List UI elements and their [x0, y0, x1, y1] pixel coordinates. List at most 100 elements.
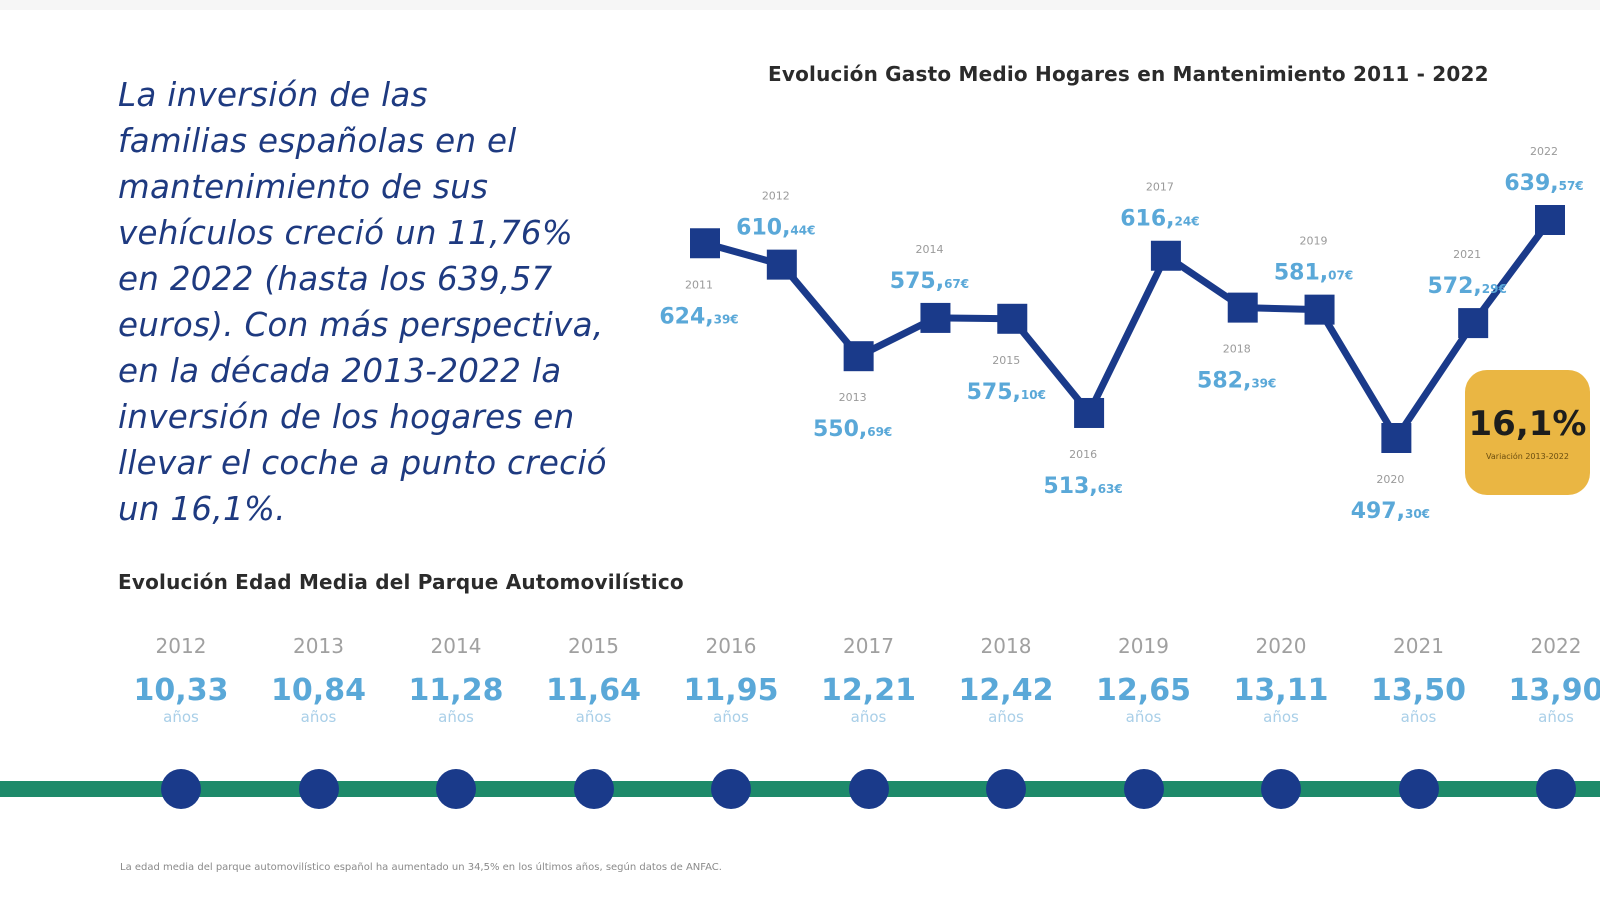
timeline-dot: [1261, 769, 1301, 809]
age-value-label: 11,64: [546, 673, 641, 708]
gasto-point-marker: [843, 341, 874, 372]
gasto-year-label: 2017: [1146, 181, 1174, 194]
age-year-label: 2022: [1530, 634, 1582, 658]
timeline-dot: [1398, 769, 1439, 809]
age-year-label: 2014: [430, 634, 482, 658]
gasto-year-label: 2013: [839, 391, 867, 404]
age-item: 2014 11,28 años: [391, 630, 521, 726]
variation-badge-caption: Variación 2013-2022: [1486, 452, 1569, 461]
age-unit-label: años: [163, 708, 199, 726]
gasto-year-label: 2019: [1300, 235, 1328, 248]
gasto-point-marker: [1304, 294, 1335, 325]
age-value-label: 10,33: [133, 673, 229, 708]
age-year-label: 2016: [705, 634, 757, 658]
timeline-bar: [0, 781, 1600, 797]
gasto-point-marker: [1074, 397, 1105, 428]
age-item: 2015 11,64 años: [529, 630, 659, 726]
gasto-year-label: 2015: [992, 354, 1020, 367]
age-item: 2022 13,90 años: [1491, 630, 1600, 726]
age-value-label: 13,50: [1371, 673, 1466, 708]
age-unit-label: años: [850, 708, 887, 726]
headline-line: familias españolas en el: [118, 122, 517, 160]
variation-badge: 16,1% Variación 2013-2022: [1465, 370, 1590, 495]
age-unit-label: años: [713, 708, 749, 726]
timeline-dot: [573, 769, 614, 809]
headline-line: llevar el coche a punto creció: [118, 444, 607, 482]
age-item: 2020 13,11 años: [1216, 630, 1346, 726]
gasto-series-line: [704, 217, 1553, 442]
gasto-year-label: 2022: [1530, 145, 1558, 158]
footnote: La edad media del parque automovilístico…: [120, 862, 722, 873]
gasto-point-marker: [1535, 205, 1565, 235]
age-unit-label: años: [438, 708, 474, 726]
gasto-value-label: 616,24€: [1120, 207, 1199, 232]
headline-line: en 2022 (hasta los 639,57: [118, 260, 553, 298]
timeline-dot: [711, 769, 751, 809]
gasto-point-marker: [766, 249, 797, 280]
headline-line: vehículos creció un 11,76%: [118, 214, 574, 252]
timeline-dot: [1536, 769, 1576, 809]
gasto-line-chart: 2011 624,39€ 2012 610,44€ 2013 550,69€ 2014 575…: [659, 145, 1583, 524]
age-year-label: 2018: [980, 634, 1032, 658]
age-value-label: 11,28: [408, 673, 504, 708]
gasto-point-marker: [1458, 308, 1489, 339]
headline-text: La inversión de las familias españolas e…: [118, 72, 658, 532]
gasto-value-label: 497,30€: [1351, 499, 1430, 524]
age-item: 2019 12,65 años: [1079, 630, 1209, 726]
gasto-point-marker: [997, 303, 1028, 334]
age-value-label: 12,21: [821, 673, 916, 708]
age-item: 2016 11,95 años: [666, 630, 796, 726]
age-value-label: 12,42: [958, 673, 1054, 708]
gasto-year-label: 2014: [915, 243, 943, 256]
headline-line: La inversión de las: [118, 76, 428, 114]
age-year-label: 2015: [568, 634, 619, 658]
age-unit-label: años: [1400, 708, 1437, 726]
gasto-value-label: 550,69€: [813, 417, 892, 442]
age-value-label: 11,95: [683, 673, 779, 708]
age-year-label: 2017: [843, 634, 894, 658]
age-unit-label: años: [1263, 708, 1299, 726]
gasto-value-label: 582,39€: [1197, 369, 1276, 394]
gasto-point-marker: [920, 302, 951, 333]
age-value-label: 13,11: [1233, 673, 1329, 708]
top-divider: [0, 0, 1600, 10]
age-unit-label: años: [988, 708, 1024, 726]
gasto-year-label: 2021: [1453, 248, 1481, 261]
age-item: 2013 10,84 años: [254, 630, 384, 726]
timeline-dot: [161, 769, 201, 809]
age-value-label: 10,84: [271, 673, 366, 708]
gasto-year-label: 2012: [762, 190, 790, 203]
gasto-value-label: 610,44€: [736, 216, 815, 241]
age-item: 2017 12,21 años: [804, 630, 934, 726]
gasto-point-marker: [690, 228, 720, 259]
age-year-label: 2019: [1118, 634, 1169, 658]
gasto-value-label: 572,29€: [1428, 274, 1507, 299]
headline-line: inversión de los hogares en: [118, 398, 575, 436]
age-unit-label: años: [1538, 708, 1574, 726]
timeline-dot: [298, 769, 339, 809]
gasto-year-label: 2018: [1223, 343, 1251, 356]
age-item: 2018 12,42 años: [941, 630, 1071, 726]
timeline-dot: [436, 769, 476, 809]
variation-badge-value: 16,1%: [1468, 404, 1587, 444]
timeline-dot: [848, 769, 889, 809]
gasto-point-marker: [1381, 423, 1412, 453]
age-item: 2021 13,50 años: [1354, 630, 1484, 726]
gasto-value-label: 575,67€: [890, 269, 969, 294]
age-item: 2012 10,33 años: [116, 630, 246, 726]
timeline-dot: [1123, 769, 1164, 809]
age-value-label: 12,65: [1096, 673, 1191, 708]
headline-line: euros). Con más perspectiva,: [118, 306, 604, 344]
gasto-value-label: 581,07€: [1274, 261, 1353, 286]
headline-line: en la década 2013-2022 la: [118, 352, 562, 390]
edad-media-title: Evolución Edad Media del Parque Automovi…: [118, 570, 684, 594]
headline-line: mantenimiento de sus: [118, 168, 489, 206]
gasto-chart-title: Evolución Gasto Medio Hogares en Manteni…: [768, 62, 1489, 86]
age-year-label: 2020: [1255, 634, 1307, 658]
gasto-value-label: 639,57€: [1504, 171, 1583, 196]
gasto-point-marker: [1150, 240, 1181, 271]
age-year-label: 2013: [293, 634, 344, 658]
gasto-value-label: 513,63€: [1043, 474, 1122, 499]
age-value-label: 13,90: [1508, 673, 1600, 708]
gasto-value-label: 575,10€: [967, 380, 1046, 405]
